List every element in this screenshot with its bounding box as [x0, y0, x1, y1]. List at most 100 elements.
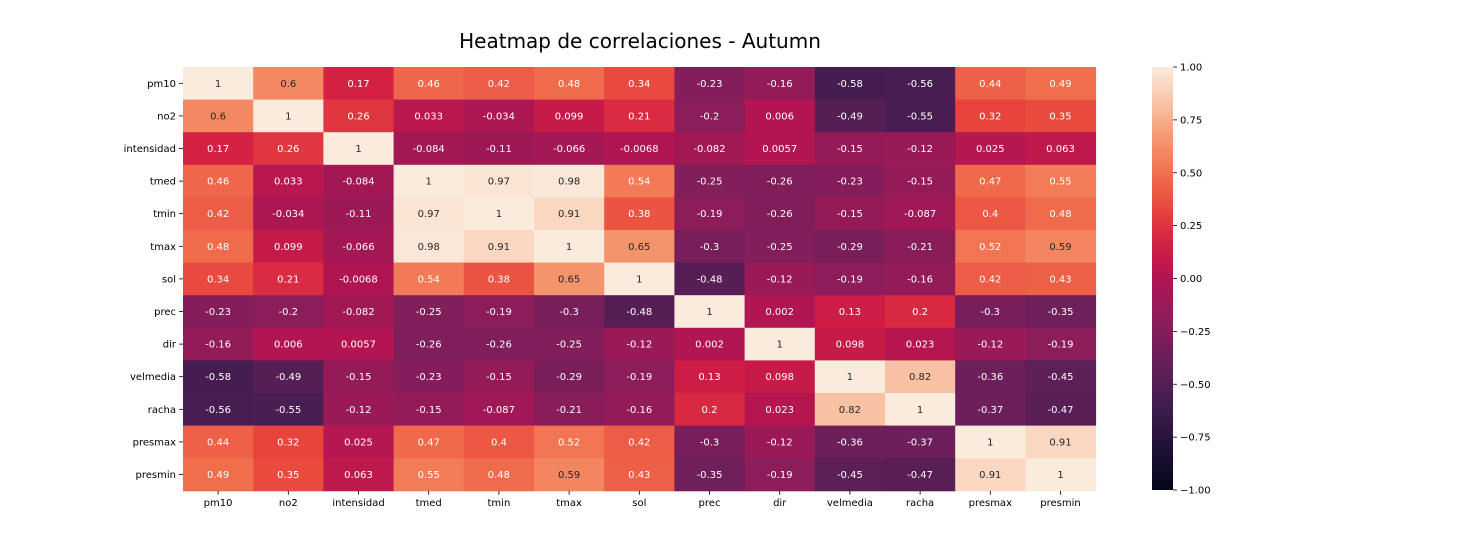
heatmap-cell-label: 1 — [426, 177, 432, 188]
heatmap-cell-label: 0.13 — [839, 307, 861, 318]
heatmap-cell-label: 1 — [636, 274, 642, 285]
heatmap-cell-label: 0.35 — [1049, 111, 1071, 122]
heatmap-cell — [1025, 164, 1097, 198]
heatmap-cell-label: 0.32 — [979, 111, 1001, 122]
heatmap-cell-label: -0.12 — [767, 274, 793, 285]
heatmap-cell — [183, 327, 254, 361]
x-tick-label: prec — [699, 498, 721, 509]
heatmap-cell-label: -0.11 — [346, 209, 372, 220]
heatmap-cell — [183, 230, 254, 264]
heatmap-cell — [323, 393, 395, 427]
heatmap-cell — [674, 132, 746, 166]
heatmap-cell — [744, 164, 816, 198]
heatmap-cell — [183, 67, 254, 101]
heatmap-cell-label: -0.16 — [626, 405, 652, 416]
heatmap-cell-label: 0.91 — [1049, 437, 1071, 448]
heatmap-cell-label: 0.6 — [280, 79, 296, 90]
heatmap-cell-label: -0.26 — [416, 340, 442, 351]
y-axis: pm10 no2 intensidad tmed tmin tmax sol prec dir v… — [124, 79, 183, 481]
heatmap-cell — [955, 327, 1026, 361]
heatmap-cell-label: 0.023 — [906, 340, 935, 351]
heatmap-cell — [604, 132, 675, 166]
heatmap-cell-label: -0.2 — [700, 111, 720, 122]
heatmap-cell — [393, 262, 465, 296]
heatmap-cell — [183, 262, 254, 296]
heatmap-cell-label: 0.44 — [979, 79, 1001, 90]
heatmap-cell — [253, 425, 324, 459]
heatmap-cell-label: 0.0057 — [341, 340, 376, 351]
heatmap-cell-label: -0.35 — [697, 470, 723, 481]
heatmap-cell — [885, 360, 956, 394]
heatmap-cells — [183, 67, 1097, 492]
heatmap-cell — [1025, 425, 1097, 459]
heatmap-cell — [1025, 197, 1097, 231]
heatmap-cell — [814, 262, 886, 296]
heatmap-cell — [253, 230, 324, 264]
heatmap-cell-label: 0.48 — [558, 79, 580, 90]
heatmap-cell — [534, 458, 605, 492]
heatmap-cell-label: 0.099 — [274, 242, 303, 253]
heatmap-cell — [463, 197, 535, 231]
x-tick-label: no2 — [279, 498, 298, 509]
heatmap-cell — [534, 425, 605, 459]
heatmap-cell — [534, 360, 605, 394]
heatmap-cell — [814, 425, 886, 459]
x-tick-label: tmed — [416, 498, 442, 509]
heatmap-cell — [323, 197, 395, 231]
heatmap-cell-label: 0.033 — [414, 111, 443, 122]
heatmap-cell-label: -0.47 — [907, 470, 933, 481]
heatmap-cell — [885, 327, 956, 361]
heatmap-cell-label: -0.3 — [700, 242, 720, 253]
heatmap-cell-label: 0.34 — [628, 79, 650, 90]
y-tick-label: presmin — [136, 470, 176, 481]
heatmap-cell-label: 0.006 — [274, 340, 303, 351]
heatmap-cell — [604, 197, 675, 231]
heatmap-cell — [955, 67, 1026, 101]
heatmap-cell — [885, 295, 956, 329]
heatmap-cell-label: 0.033 — [274, 177, 303, 188]
heatmap-cell-label: 0.49 — [1049, 79, 1071, 90]
heatmap-cell-label: 0.65 — [628, 242, 650, 253]
heatmap-cell-label: 0.55 — [418, 470, 440, 481]
heatmap-cell — [534, 164, 605, 198]
heatmap-cell — [885, 67, 956, 101]
heatmap-cell-label: -0.37 — [977, 405, 1003, 416]
heatmap-cell — [393, 230, 465, 264]
heatmap-cell — [885, 99, 956, 133]
heatmap-cell-label: 0.47 — [418, 437, 440, 448]
colorbar-tick-label: −0.75 — [1180, 433, 1211, 444]
heatmap-cell-label: 0.54 — [628, 177, 650, 188]
heatmap-cell-label: 1 — [987, 437, 993, 448]
heatmap-cell-label: 0.098 — [765, 372, 794, 383]
heatmap-cell-label: 0.47 — [979, 177, 1001, 188]
heatmap-cell-label: 0.21 — [277, 274, 299, 285]
heatmap-cell — [604, 327, 675, 361]
heatmap-cell-label: 0.34 — [207, 274, 229, 285]
heatmap-cell-label: 0.49 — [207, 470, 229, 481]
heatmap-cell — [814, 67, 886, 101]
heatmap-cell — [744, 393, 816, 427]
colorbar-axis: 1.00 0.75 0.50 0.25 0.00 −0.25 −0.50 −0.75 −1.00 — [1173, 63, 1211, 497]
heatmap-cell — [674, 67, 746, 101]
heatmap-cell — [534, 230, 605, 264]
heatmap-cell-label: 0.2 — [702, 405, 718, 416]
heatmap-cell — [674, 425, 746, 459]
heatmap-cell-label: 0.42 — [628, 437, 650, 448]
heatmap-cell-label: -0.37 — [907, 437, 933, 448]
heatmap-cell — [253, 132, 324, 166]
heatmap-cell-label: 0.025 — [976, 144, 1005, 155]
x-tick-label: dir — [773, 498, 787, 509]
heatmap-cell — [463, 67, 535, 101]
heatmap-cell-label: 1 — [496, 209, 502, 220]
heatmap-cell — [393, 295, 465, 329]
heatmap-cell-label: -0.55 — [275, 405, 301, 416]
heatmap-cell — [393, 360, 465, 394]
heatmap-cell-label: -0.16 — [205, 340, 231, 351]
heatmap-cell-label: -0.21 — [556, 405, 582, 416]
colorbar-tick-label: −1.00 — [1180, 486, 1211, 497]
heatmap-cell — [674, 360, 746, 394]
heatmap-cell-label: 0.59 — [558, 470, 580, 481]
heatmap-cell-label: 0.002 — [765, 307, 794, 318]
heatmap-cell — [955, 425, 1026, 459]
heatmap-cell — [814, 458, 886, 492]
